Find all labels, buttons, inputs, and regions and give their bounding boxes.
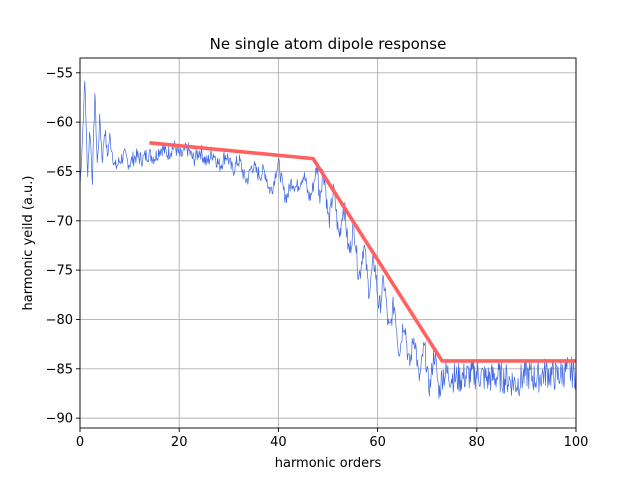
y-tick-label: −85 [46,362,73,377]
plot-area [80,58,576,428]
y-axis-label: harmonic yeild (a.u.) [21,176,36,311]
y-tick-label: −70 [46,214,73,229]
y-tick-label: −65 [46,165,73,180]
y-tick-label: −80 [46,313,73,328]
y-tick-label: −60 [46,116,73,131]
x-axis-label: harmonic orders [275,456,382,471]
fit-line [149,141,576,363]
x-tick-label: 100 [564,435,589,450]
series-group [80,80,576,399]
y-tick-label: −75 [46,264,73,279]
chart-title: Ne single atom dipole response [210,35,447,53]
x-tick-label: 80 [469,435,486,450]
spectrum-line [80,80,576,399]
y-tick-label: −90 [46,412,73,427]
tick-layer: 0 20 40 60 80 100 −90 −85 −80 −75 −70 −65 −60 −55 [46,66,589,450]
series-layer [80,80,576,399]
plot-frame [79,57,577,429]
y-tick-label: −55 [46,66,73,81]
x-tick-label: 20 [171,435,188,450]
x-tick-label: 60 [369,435,386,450]
x-tick-label: 40 [270,435,287,450]
x-tick-label: 0 [76,435,84,450]
